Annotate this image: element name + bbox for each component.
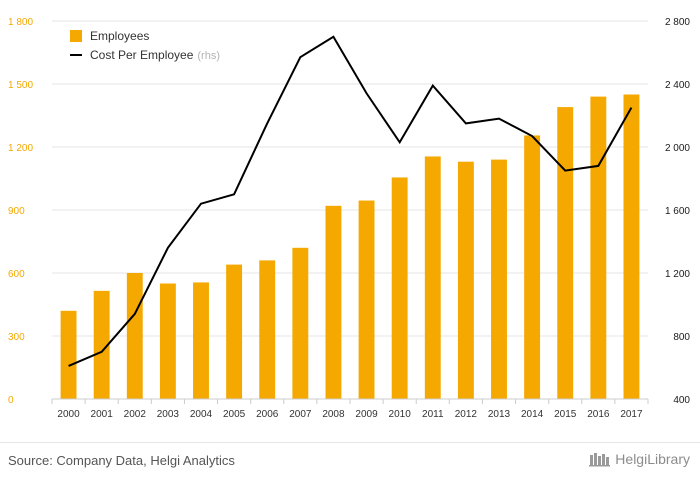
bar-2008 <box>325 206 341 399</box>
bar-2000 <box>61 311 77 399</box>
right-tick-label: 800 <box>673 332 690 343</box>
left-tick-label: 900 <box>8 206 25 217</box>
x-tick-label: 2014 <box>521 409 544 420</box>
bar-2015 <box>557 107 573 399</box>
library-icon <box>589 451 611 467</box>
cost-per-employee-line <box>69 37 632 366</box>
bar-2013 <box>491 160 507 399</box>
left-tick-label: 1 200 <box>8 143 33 154</box>
left-axis: 0 300 600 900 1 200 1 500 1 800 <box>8 17 33 406</box>
x-tick-label: 2001 <box>91 409 114 420</box>
bar-2003 <box>160 284 176 400</box>
right-tick-label: 2 000 <box>665 143 690 154</box>
right-tick-label: 2 400 <box>665 80 690 91</box>
bar-2004 <box>193 282 209 399</box>
x-tick-label: 2002 <box>124 409 147 420</box>
bar-2005 <box>226 265 242 399</box>
x-tick-label: 2006 <box>256 409 279 420</box>
x-tick-label: 2004 <box>190 409 213 420</box>
bar-2011 <box>425 156 441 399</box>
x-tick-label: 2003 <box>157 409 180 420</box>
legend: Employees Cost Per Employee(rhs) <box>70 29 220 62</box>
x-tick-label: 2007 <box>289 409 312 420</box>
left-tick-label: 0 <box>8 395 14 406</box>
bar-2016 <box>590 97 606 399</box>
legend-label-employees: Employees <box>90 29 149 43</box>
right-tick-label: 1 200 <box>665 269 690 280</box>
chart: 0 300 600 900 1 200 1 500 1 800 400 800 1 200 1 6… <box>0 0 700 442</box>
legend-label-cost-suffix: (rhs) <box>197 50 220 62</box>
bar-2017 <box>623 95 639 400</box>
bar-2006 <box>259 260 275 399</box>
right-axis: 400 800 1 200 1 600 2 000 2 400 2 800 <box>665 17 690 406</box>
x-tick-label: 2012 <box>455 409 478 420</box>
left-tick-label: 600 <box>8 269 25 280</box>
footer: Source: Company Data, Helgi Analytics He… <box>0 442 700 484</box>
left-tick-label: 1 500 <box>8 80 33 91</box>
bar-2002 <box>127 273 143 399</box>
bar-2010 <box>392 177 408 399</box>
left-tick-label: 1 800 <box>8 17 33 28</box>
right-tick-label: 400 <box>673 395 690 406</box>
x-tick-label: 2013 <box>488 409 511 420</box>
bar-2014 <box>524 135 540 399</box>
x-tick-label: 2011 <box>422 409 444 420</box>
left-tick-label: 300 <box>8 332 25 343</box>
bar-2007 <box>292 248 308 399</box>
x-tick-label: 2005 <box>223 409 246 420</box>
x-tick-label: 2010 <box>389 409 412 420</box>
bar-2012 <box>458 162 474 399</box>
bar-2009 <box>359 201 375 399</box>
x-tick-label: 2009 <box>355 409 378 420</box>
source-text: Source: Company Data, Helgi Analytics <box>8 453 235 468</box>
legend-label-cost-name: Cost Per Employee <box>90 48 194 62</box>
employees-bars <box>61 95 640 400</box>
x-tick-label: 2017 <box>620 409 643 420</box>
logo-text: HelgiLibrary <box>615 451 690 467</box>
x-tick-label: 2016 <box>587 409 610 420</box>
x-tick-label: 2008 <box>322 409 345 420</box>
legend-swatch-employees <box>70 30 82 42</box>
right-tick-label: 2 800 <box>665 17 690 28</box>
right-tick-label: 1 600 <box>665 206 690 217</box>
x-axis: 2000 2001 2002 2003 2004 2005 2006 2007 2008 2009… <box>52 399 648 420</box>
x-tick-label: 2015 <box>554 409 577 420</box>
x-tick-label: 2000 <box>57 409 80 420</box>
cost-line-path <box>69 37 632 366</box>
logo: HelgiLibrary <box>589 451 690 467</box>
legend-label-cost: Cost Per Employee(rhs) <box>90 48 220 62</box>
